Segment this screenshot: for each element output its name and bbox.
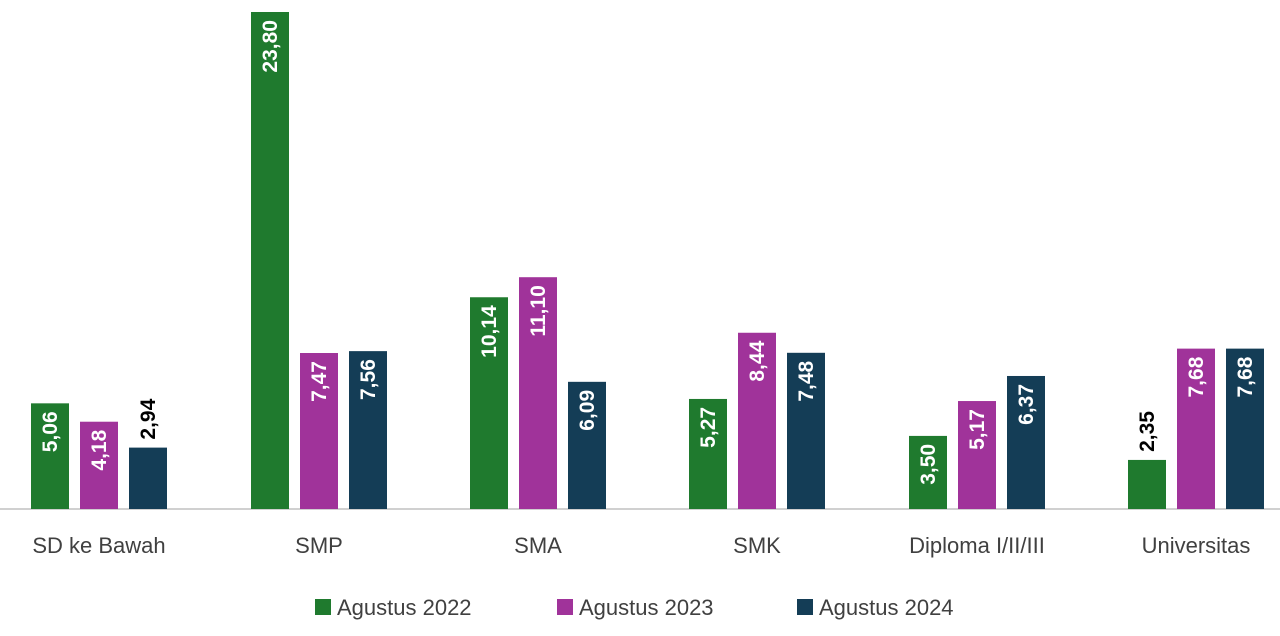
value-label-sd-ke-bawah-agustus-2024: 2,94 bbox=[137, 398, 160, 439]
category-labels-layer: SD ke Bawah SMP SMA SMK Diploma I/II/III Univ… bbox=[32, 533, 1250, 558]
category-label-smp: SMP bbox=[295, 533, 343, 558]
legend-label-agustus-2022: Agustus 2022 bbox=[337, 595, 472, 620]
bar-sd-ke-bawah-agustus-2022 bbox=[31, 403, 69, 509]
legend-swatch-agustus-2022 bbox=[315, 599, 331, 615]
value-label-diploma-i-ii-iii-agustus-2024: 6,37 bbox=[1015, 384, 1038, 425]
bar-universitas-agustus-2023 bbox=[1177, 348, 1215, 509]
bar-universitas-agustus-2022 bbox=[1128, 459, 1166, 509]
category-label-sd-ke-bawah: SD ke Bawah bbox=[32, 533, 165, 558]
value-label-sma-agustus-2024: 6,09 bbox=[576, 390, 599, 431]
value-label-sma-agustus-2023: 11,10 bbox=[527, 285, 550, 336]
value-label-sd-ke-bawah-agustus-2023: 4,18 bbox=[88, 429, 111, 470]
legend-label-agustus-2024: Agustus 2024 bbox=[819, 595, 954, 620]
bar-smp-agustus-2023 bbox=[300, 353, 338, 509]
bar-smp-agustus-2022 bbox=[251, 12, 289, 509]
value-label-smp-agustus-2022: 23,80 bbox=[259, 20, 282, 73]
bar-smk-agustus-2022 bbox=[689, 398, 727, 509]
bar-smk-agustus-2024 bbox=[787, 352, 825, 509]
legend-swatch-agustus-2023 bbox=[557, 599, 573, 615]
value-label-diploma-i-ii-iii-agustus-2023: 5,17 bbox=[966, 409, 989, 450]
value-label-sma-agustus-2022: 10,14 bbox=[478, 305, 501, 358]
bar-diploma-i-ii-iii-agustus-2023 bbox=[958, 401, 996, 509]
legend-label-agustus-2023: Agustus 2023 bbox=[579, 595, 714, 620]
value-label-universitas-agustus-2023: 7,68 bbox=[1185, 356, 1208, 397]
bars-layer bbox=[31, 12, 1264, 509]
bar-universitas-agustus-2024 bbox=[1226, 348, 1264, 509]
category-label-diploma-i-ii-iii: Diploma I/II/III bbox=[909, 533, 1045, 558]
value-label-diploma-i-ii-iii-agustus-2022: 3,50 bbox=[917, 444, 940, 485]
bar-smp-agustus-2024 bbox=[349, 351, 387, 509]
bar-sma-agustus-2023 bbox=[519, 277, 557, 509]
bar-sma-agustus-2022 bbox=[470, 297, 508, 509]
value-label-smk-agustus-2024: 7,48 bbox=[795, 360, 818, 401]
bar-sma-agustus-2024 bbox=[568, 381, 606, 509]
bar-sd-ke-bawah-agustus-2023 bbox=[80, 421, 118, 509]
legend-swatch-agustus-2024 bbox=[797, 599, 813, 615]
value-label-universitas-agustus-2024: 7,68 bbox=[1234, 356, 1257, 397]
value-label-smk-agustus-2023: 8,44 bbox=[746, 340, 769, 381]
bar-diploma-i-ii-iii-agustus-2024 bbox=[1007, 375, 1045, 509]
bar-smk-agustus-2023 bbox=[738, 332, 776, 509]
legend: Agustus 2022 Agustus 2023 Agustus 2024 bbox=[315, 595, 954, 620]
value-label-sd-ke-bawah-agustus-2022: 5,06 bbox=[39, 411, 62, 452]
bar-sd-ke-bawah-agustus-2024 bbox=[129, 447, 167, 509]
value-labels-layer: 5,06 4,18 2,94 23,80 7,47 7,56 10,14 11,10 6,09 5… bbox=[39, 20, 1257, 485]
value-label-smp-agustus-2023: 7,47 bbox=[308, 361, 331, 402]
value-label-universitas-agustus-2022: 2,35 bbox=[1136, 411, 1159, 452]
category-label-smk: SMK bbox=[733, 533, 781, 558]
value-label-smp-agustus-2024: 7,56 bbox=[357, 359, 380, 400]
category-label-sma: SMA bbox=[514, 533, 562, 558]
value-label-smk-agustus-2022: 5,27 bbox=[697, 407, 720, 448]
category-label-universitas: Universitas bbox=[1142, 533, 1251, 558]
bar-diploma-i-ii-iii-agustus-2022 bbox=[909, 435, 947, 509]
